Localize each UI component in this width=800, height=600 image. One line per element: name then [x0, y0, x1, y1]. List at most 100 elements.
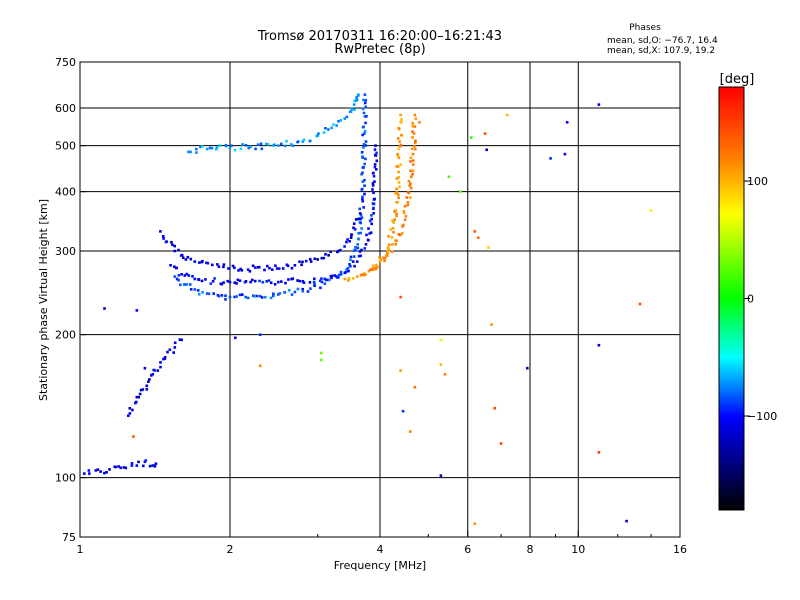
trace-point — [350, 233, 353, 236]
trace-point — [199, 145, 202, 149]
trace-point — [396, 137, 400, 140]
scatter-point — [473, 230, 477, 233]
trace-point — [272, 294, 275, 298]
scatter-point — [439, 338, 443, 342]
trace-point — [220, 282, 224, 286]
trace-point — [135, 395, 139, 399]
trace-point — [216, 263, 219, 266]
trace-point — [183, 274, 187, 277]
scatter-point — [473, 522, 477, 525]
trace-point — [301, 260, 304, 264]
trace-point — [391, 250, 394, 253]
trace-point — [362, 206, 365, 209]
trace-point — [352, 222, 356, 225]
trace-point — [99, 470, 102, 473]
trace-point — [375, 263, 378, 267]
trace-point — [253, 279, 257, 283]
trace-point — [409, 160, 412, 163]
x-tick-label: 16 — [673, 543, 687, 556]
trace-point — [210, 146, 214, 150]
trace-point — [372, 206, 375, 210]
trace-point — [375, 151, 378, 155]
trace-point — [141, 388, 145, 391]
trace-point — [394, 243, 397, 246]
trace-point — [228, 280, 232, 284]
trace-point — [241, 143, 244, 146]
trace-point — [264, 295, 267, 299]
trace-point — [371, 184, 375, 187]
trace-point — [404, 215, 408, 218]
trace-point — [364, 105, 367, 109]
trace-point — [374, 154, 378, 157]
trace-point — [313, 257, 317, 261]
y-tick-label: 100 — [55, 472, 76, 485]
trace-point — [357, 254, 361, 258]
trace-point — [367, 227, 370, 230]
trace-point — [373, 180, 376, 183]
trace-point — [313, 277, 316, 281]
trace-point — [402, 223, 405, 227]
trace-point — [353, 108, 356, 112]
trace-point — [395, 212, 398, 216]
trace-point — [353, 264, 356, 268]
trace-point — [346, 238, 349, 241]
x-tick-label: 2 — [227, 543, 234, 556]
trace-point — [293, 290, 297, 294]
trace-point — [180, 273, 183, 276]
trace-point — [300, 263, 303, 267]
trace-point — [259, 142, 263, 146]
trace-point — [387, 235, 390, 238]
trace-point — [147, 380, 150, 383]
trace-point — [410, 147, 414, 151]
trace-point — [137, 460, 140, 464]
chart-subtitle: RwPretec (8p) — [334, 42, 425, 57]
trace-point — [151, 373, 155, 376]
trace-point — [362, 111, 366, 115]
trace-point — [362, 98, 365, 102]
trace-point — [168, 348, 172, 351]
trace-point — [395, 165, 399, 168]
trace-point — [343, 117, 347, 120]
trace-point — [356, 243, 359, 246]
trace-point — [391, 227, 395, 230]
trace-point — [362, 166, 365, 169]
trace-point — [200, 145, 204, 148]
trace-point — [302, 281, 306, 284]
trace-point — [413, 125, 417, 128]
trace-point — [372, 191, 375, 195]
trace-point — [372, 212, 375, 215]
trace-point — [397, 170, 400, 174]
trace-point — [411, 136, 414, 139]
trace-point — [363, 184, 366, 187]
trace-point — [284, 281, 287, 285]
trace-point — [394, 192, 397, 195]
y-axis-label: Stationary phase Virtual Height [km] — [37, 199, 50, 401]
trace-point — [347, 277, 351, 280]
y-tick-label: 600 — [55, 102, 76, 115]
trace-point — [364, 157, 367, 161]
trace-point — [253, 294, 256, 298]
trace-point — [137, 395, 140, 399]
trace-point — [373, 267, 376, 271]
trace-point — [361, 195, 364, 199]
trace-point — [363, 93, 367, 96]
colorbar — [718, 86, 745, 511]
trace-point — [172, 351, 175, 354]
trace-point — [308, 257, 312, 261]
trace-point — [316, 134, 319, 137]
trace-point — [363, 192, 366, 196]
trace-point — [361, 200, 364, 203]
trace-point — [362, 146, 365, 149]
trace-point — [406, 190, 410, 194]
trace-point — [298, 260, 301, 263]
trace-point — [360, 151, 364, 154]
trace-point — [395, 214, 398, 218]
trace-point — [275, 267, 279, 270]
trace-point — [383, 259, 386, 263]
trace-point — [174, 266, 178, 270]
phases-title: Phases — [629, 23, 661, 33]
y-tick-label: 500 — [55, 140, 76, 153]
trace-point — [271, 144, 275, 147]
trace-point — [337, 120, 340, 123]
trace-point — [266, 264, 269, 268]
